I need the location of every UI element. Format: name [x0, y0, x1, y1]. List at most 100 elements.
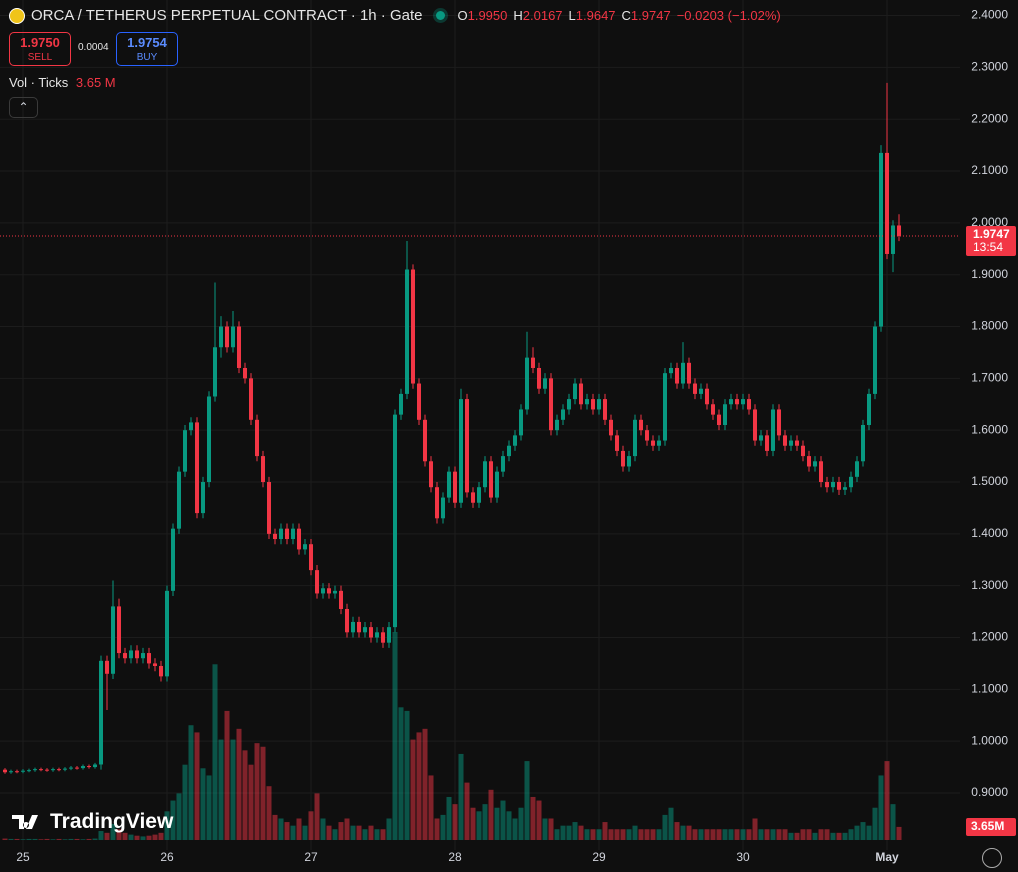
volume-bar [56, 838, 62, 840]
candle-body [537, 367, 541, 389]
volume-bar [68, 838, 74, 840]
market-status[interactable] [436, 11, 446, 20]
candle-body [729, 399, 733, 405]
volume-bar [14, 838, 20, 840]
candle-body [663, 373, 667, 441]
candle-body [603, 399, 607, 420]
candle-body [147, 653, 151, 664]
volume-bar [404, 710, 410, 840]
price-tag [966, 225, 1016, 256]
candle-body [723, 404, 727, 425]
logo-icon [12, 815, 38, 829]
candle-body [375, 632, 379, 638]
settings-button[interactable] [982, 848, 1002, 868]
candle-body [741, 399, 745, 405]
candle-body [195, 422, 199, 514]
candle-body [891, 225, 895, 254]
volume-legend: Vol · Ticks 3.65 M [9, 75, 116, 90]
candle-body [615, 435, 619, 451]
candle-body [399, 393, 403, 415]
volume-bar [878, 775, 884, 840]
ohlc-key: L [568, 8, 576, 23]
volume-bar [626, 829, 632, 840]
candle-body [699, 388, 703, 394]
y-tick-label: 1.4000 [971, 526, 1008, 540]
volume-bar [608, 829, 614, 840]
candle-body [81, 766, 85, 769]
logo[interactable]: TradingView [12, 810, 173, 834]
candle-body [75, 767, 79, 769]
candle-body [621, 450, 625, 467]
collapse-button[interactable]: ⌃ [9, 97, 38, 118]
volume-bar [482, 804, 488, 840]
volume-legend-value: 3.65 M [75, 75, 116, 90]
volume-bar [98, 831, 104, 840]
volume-bar [86, 838, 92, 840]
candle-body [885, 152, 889, 254]
volume-bar [536, 800, 542, 840]
volume-bar [296, 818, 302, 840]
volume-legend-label[interactable]: Vol · Ticks [9, 75, 69, 90]
volume-bar [44, 838, 50, 840]
candle-body [519, 409, 523, 436]
ohlc-item: O1.9950 [457, 8, 507, 23]
candle-body [183, 430, 187, 472]
volume-bar [584, 829, 590, 840]
volume-bar [104, 832, 110, 840]
candle-body [429, 461, 433, 488]
header: ORCA / TETHERUS PERPETUAL CONTRACT · 1h … [9, 7, 781, 24]
volume-bar [782, 829, 788, 840]
candle-body [555, 419, 559, 431]
volume-bar [842, 832, 848, 840]
y-tick-label: 2.1000 [971, 163, 1008, 177]
candle-body [843, 487, 847, 490]
volume-bar [740, 829, 746, 840]
volume-bar [602, 822, 608, 840]
candle-body [417, 383, 421, 420]
volume-bar [308, 811, 314, 840]
candle-body [483, 461, 487, 488]
candle-body [435, 487, 439, 519]
sell-label: SELL [27, 52, 53, 63]
symbol-icon[interactable] [9, 7, 25, 24]
candle-body [789, 440, 793, 446]
volume-bar [452, 804, 458, 840]
volume-bar [416, 732, 422, 840]
volume-bar [338, 822, 344, 840]
volume-bar [206, 775, 212, 840]
volume-bar [698, 829, 704, 840]
y-tick-label: 2.4000 [971, 8, 1008, 22]
ohlc-change: −0.0203 (−1.02%) [676, 8, 781, 23]
candle-body [669, 367, 673, 374]
buy-button[interactable]: 1.9754 BUY [116, 32, 178, 66]
candle-body [87, 766, 91, 768]
volume-bar [752, 818, 758, 840]
candle-body [627, 456, 631, 467]
volume-bar [848, 829, 854, 840]
volume-bar [242, 750, 248, 840]
y-tick-label: 2.0000 [971, 215, 1008, 229]
y-tick-label: 0.9000 [971, 785, 1008, 799]
candle-body [573, 383, 577, 400]
volume-bar [224, 710, 230, 840]
candle-body [177, 471, 181, 529]
volume-bar [650, 829, 656, 840]
candle-body [507, 445, 511, 457]
symbol-title[interactable]: ORCA / TETHERUS PERPETUAL CONTRACT · 1h … [31, 7, 423, 24]
volume-bar [218, 739, 224, 840]
candle-body [303, 544, 307, 550]
volume-bar [692, 829, 698, 840]
candle-body [345, 608, 349, 633]
x-tick-label: 28 [448, 850, 462, 864]
volume-bar [866, 825, 872, 840]
sell-button[interactable]: 1.9750 SELL [9, 32, 71, 66]
candle-body [795, 440, 799, 446]
candle-body [405, 269, 409, 394]
volume-bar [620, 829, 626, 840]
candle-body [525, 357, 529, 410]
volume-bar [332, 829, 338, 840]
candle-body [459, 399, 463, 503]
candle-body [873, 326, 877, 394]
candle-body [531, 357, 535, 368]
candle-body [651, 440, 655, 446]
